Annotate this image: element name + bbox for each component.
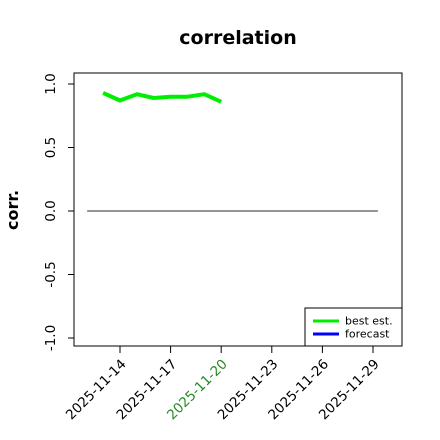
legend-label: forecast xyxy=(345,328,390,341)
series-line-best-est xyxy=(102,91,223,104)
y-tick-label: -1.0 xyxy=(43,325,59,351)
legend-label: best est. xyxy=(345,315,393,328)
plot-frame xyxy=(73,72,403,347)
y-tick-label: -0.5 xyxy=(43,261,59,287)
y-tick-label: 0.5 xyxy=(43,137,59,158)
y-axis-label: corr. xyxy=(3,190,22,230)
series-layer xyxy=(102,91,223,104)
legend-items: best est.forecast xyxy=(313,315,393,341)
legend-box xyxy=(304,307,403,347)
y-tick-label: 1.0 xyxy=(43,73,59,94)
chart-title: correlation xyxy=(179,27,296,49)
legend: best est.forecast xyxy=(304,307,403,347)
y-axis: -1.0 -0.5 0.0 0.5 1.0 xyxy=(43,73,74,351)
y-tick-label: 0.0 xyxy=(43,200,59,221)
x-axis: 2025-11-142025-11-172025-11-202025-11-23… xyxy=(63,346,383,423)
